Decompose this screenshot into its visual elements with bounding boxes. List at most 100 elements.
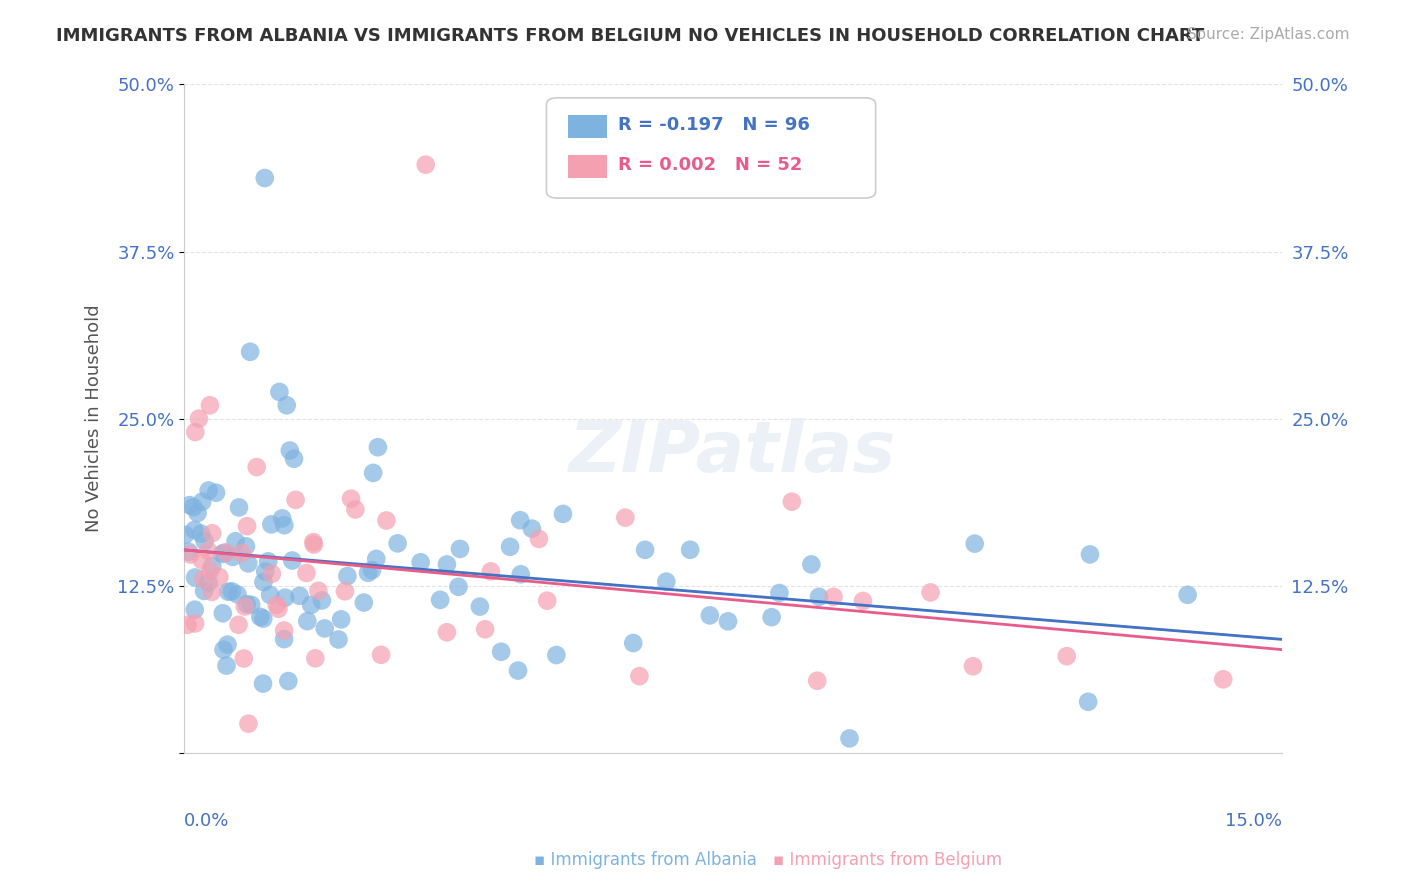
Immigrants from Albania [177,545,200,559]
Immigrants from Albania [328,632,350,647]
Immigrants from Belgium [238,716,260,731]
Immigrants from Albania [239,344,262,359]
Immigrants from Albania [187,506,209,520]
Immigrants from Albania [183,500,205,515]
Immigrants from Albania [221,584,243,599]
Immigrants from Albania [260,517,283,532]
Immigrants from Albania [1077,695,1099,709]
Immigrants from Albania [283,451,305,466]
Immigrants from Albania [190,526,212,541]
Immigrants from Albania [634,542,657,557]
Immigrants from Belgium [370,648,392,662]
Immigrants from Belgium [527,532,550,546]
Immigrants from Albania [222,549,245,564]
Immigrants from Belgium [246,460,269,475]
Immigrants from Belgium [201,526,224,541]
Immigrants from Belgium [333,584,356,599]
Immigrants from Albania [183,523,205,537]
Immigrants from Albania [357,566,380,580]
Immigrants from Albania [269,384,291,399]
Immigrants from Belgium [780,494,803,508]
Immigrants from Belgium [232,651,254,665]
Immigrants from Belgium [184,425,207,439]
Immigrants from Belgium [201,585,224,599]
Text: R = 0.002   N = 52: R = 0.002 N = 52 [617,155,803,174]
Immigrants from Belgium [198,398,221,412]
Immigrants from Belgium [1212,673,1234,687]
Immigrants from Belgium [852,594,875,608]
Immigrants from Albania [276,398,298,412]
Immigrants from Albania [217,638,239,652]
Immigrants from Belgium [187,411,209,425]
Immigrants from Albania [699,608,721,623]
Immigrants from Albania [409,555,432,569]
Immigrants from Albania [194,533,217,548]
Immigrants from Belgium [267,601,290,615]
Immigrants from Albania [655,574,678,589]
Immigrants from Albania [254,565,277,579]
Immigrants from Albania [271,511,294,525]
Immigrants from Albania [249,610,271,624]
Immigrants from Belgium [208,570,231,584]
Immigrants from Albania [436,558,458,572]
Immigrants from Albania [235,597,257,611]
Immigrants from Albania [1078,548,1101,562]
Immigrants from Belgium [1056,649,1078,664]
Immigrants from Albania [361,563,384,577]
Immigrants from Albania [447,580,470,594]
Text: 15.0%: 15.0% [1225,813,1282,830]
Immigrants from Albania [621,636,644,650]
Immigrants from Belgium [474,622,496,636]
Text: Source: ZipAtlas.com: Source: ZipAtlas.com [1187,27,1350,42]
Immigrants from Albania [278,443,301,458]
Immigrants from Albania [277,674,299,689]
Immigrants from Albania [197,483,219,498]
Text: 0.0%: 0.0% [184,813,229,830]
Immigrants from Belgium [273,624,295,638]
Immigrants from Albania [259,588,281,602]
Immigrants from Albania [330,612,353,626]
Immigrants from Albania [211,547,233,561]
Y-axis label: No Vehicles in Household: No Vehicles in Household [86,305,103,533]
Text: R = -0.197   N = 96: R = -0.197 N = 96 [617,116,810,134]
Immigrants from Belgium [614,510,637,524]
Immigrants from Albania [235,539,257,553]
Immigrants from Albania [299,598,322,612]
Immigrants from Albania [520,522,543,536]
Immigrants from Belgium [415,158,437,172]
Immigrants from Albania [191,494,214,508]
Immigrants from Albania [429,592,451,607]
Immigrants from Albania [240,598,263,612]
Immigrants from Belgium [198,564,221,578]
Immigrants from Albania [838,731,860,746]
FancyBboxPatch shape [547,98,876,198]
Immigrants from Albania [551,507,574,521]
Immigrants from Albania [215,658,238,673]
Immigrants from Albania [546,648,568,662]
Immigrants from Belgium [375,514,398,528]
Immigrants from Belgium [197,544,219,558]
Text: ▪ Immigrants from Albania: ▪ Immigrants from Albania [534,851,758,869]
Immigrants from Albania [179,498,201,512]
Immigrants from Belgium [184,616,207,631]
Text: ZIPatlas: ZIPatlas [569,417,897,486]
Immigrants from Albania [288,589,311,603]
Text: ▪ Immigrants from Belgium: ▪ Immigrants from Belgium [773,851,1002,869]
Immigrants from Albania [197,575,219,590]
Immigrants from Albania [506,664,529,678]
Immigrants from Albania [314,621,336,635]
Immigrants from Albania [273,632,295,646]
Immigrants from Albania [274,591,297,605]
Immigrants from Albania [768,586,790,600]
Immigrants from Belgium [284,492,307,507]
Immigrants from Albania [499,540,522,554]
Immigrants from Albania [800,558,823,572]
Immigrants from Albania [226,587,249,601]
Bar [568,114,607,138]
Immigrants from Albania [361,466,384,480]
Immigrants from Albania [297,614,319,628]
Immigrants from Belgium [190,553,212,567]
Immigrants from Albania [679,542,702,557]
Immigrants from Albania [257,554,280,568]
Immigrants from Belgium [628,669,651,683]
